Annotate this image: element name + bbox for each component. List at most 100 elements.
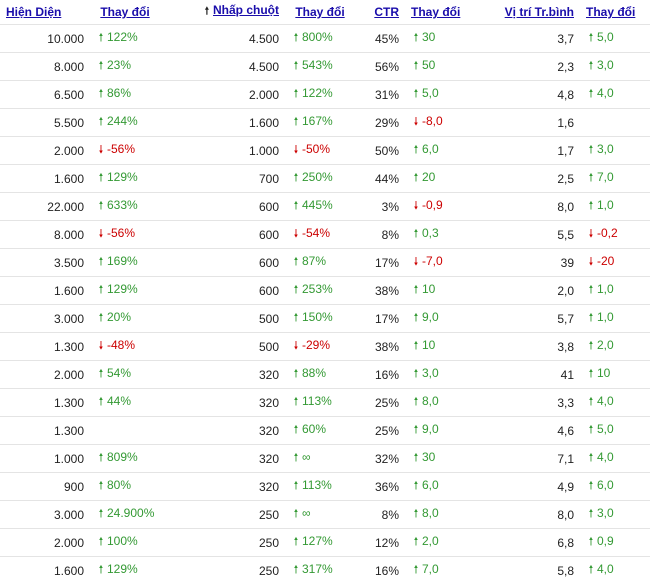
cell-impressions-change: 🠗 -48% xyxy=(90,332,160,361)
header-ctr-link[interactable]: CTR xyxy=(374,5,399,19)
cell-ctr-change: 🠗 -8,0 xyxy=(405,108,495,137)
cell-impressions-change: 🠕 122% xyxy=(90,24,160,53)
cell-impressions: 6.500 xyxy=(0,80,90,109)
cell-ctr: 17% xyxy=(355,304,405,333)
header-ctr-change-link[interactable]: Thay đổi xyxy=(411,5,461,19)
cell-value: 38% xyxy=(374,339,399,354)
arrow-up-icon: 🠕 xyxy=(588,172,594,184)
table-row: 3.000 🠕 20% 500 🠕 150% 17% 🠕 9,0 5,7 🠕 1,0 xyxy=(0,304,650,333)
arrow-up-icon: 🠕 xyxy=(588,284,594,296)
table-row: 2.000 🠕 54% 320 🠕 88% 16% 🠕 3,0 41 🠕 10 xyxy=(0,360,650,389)
table-row: 5.500 🠕 244% 1.600 🠕 167% 29% 🠗 -8,0 1,6 xyxy=(0,108,650,137)
change-value: 10 xyxy=(422,338,436,352)
header-ctr[interactable]: CTR xyxy=(355,0,405,25)
cell-value: 700 xyxy=(258,171,279,186)
cell-value: 3,7 xyxy=(557,31,574,46)
cell-value: 45% xyxy=(374,31,399,46)
cell-position-change: 🠕 1,0 xyxy=(580,304,650,333)
arrow-down-icon: 🠗 xyxy=(413,200,419,212)
arrow-down-icon: 🠗 xyxy=(98,144,104,156)
cell-ctr: 29% xyxy=(355,108,405,137)
cell-ctr-change: 🠕 50 xyxy=(405,52,495,81)
cell-value: 320 xyxy=(258,423,279,438)
cell-position: 4,8 xyxy=(495,80,580,109)
cell-ctr-change: 🠕 10 xyxy=(405,276,495,305)
header-clicks[interactable]: 🠕 Nhấp chuột xyxy=(160,0,285,25)
cell-impressions-change: 🠕 20% xyxy=(90,304,160,333)
cell-ctr-change: 🠕 3,0 xyxy=(405,360,495,389)
arrow-up-icon: 🠕 xyxy=(98,480,104,492)
change-value: 0,9 xyxy=(597,534,614,548)
cell-value: 8,0 xyxy=(557,507,574,522)
header-ctr-change[interactable]: Thay đổi xyxy=(405,0,495,25)
header-impressions-change-link[interactable]: Thay đổi xyxy=(100,5,150,19)
arrow-up-icon: 🠕 xyxy=(293,396,299,408)
cell-value: 3,8 xyxy=(557,339,574,354)
arrow-up-icon: 🠕 xyxy=(98,88,104,100)
cell-value: 36% xyxy=(374,479,399,494)
change-value: 317% xyxy=(302,562,333,576)
cell-value: 17% xyxy=(374,255,399,270)
change-value: 30 xyxy=(422,30,436,44)
cell-position-change: 🠕 5,0 xyxy=(580,416,650,445)
arrow-down-icon: 🠗 xyxy=(413,116,419,128)
header-impressions-link[interactable]: Hiện Diện xyxy=(6,5,62,19)
header-position[interactable]: Vị trí Tr.bình xyxy=(495,0,580,25)
cell-value: 8.000 xyxy=(53,59,84,74)
change-value: 1,0 xyxy=(597,310,614,324)
cell-ctr: 32% xyxy=(355,444,405,473)
cell-position: 2,3 xyxy=(495,52,580,81)
table-row: 8.000 🠕 23% 4.500 🠕 543% 56% 🠕 50 2,3 🠕 3,0 xyxy=(0,52,650,81)
change-value: 86% xyxy=(107,86,132,100)
header-impressions-change[interactable]: Thay đổi xyxy=(90,0,160,25)
cell-value: 320 xyxy=(258,395,279,410)
cell-value: 8.000 xyxy=(53,227,84,242)
change-value: 60% xyxy=(302,422,327,436)
arrow-up-icon: 🠕 xyxy=(588,144,594,156)
change-value: 633% xyxy=(107,198,138,212)
cell-value: 1.000 xyxy=(248,143,279,158)
change-value: 129% xyxy=(107,170,138,184)
change-value: 250% xyxy=(302,170,333,184)
cell-impressions: 8.000 xyxy=(0,52,90,81)
arrow-up-icon: 🠕 xyxy=(413,312,419,324)
arrow-up-icon: 🠕 xyxy=(413,480,419,492)
cell-value: 4.500 xyxy=(248,31,279,46)
change-value: 169% xyxy=(107,254,138,268)
cell-value: 38% xyxy=(374,283,399,298)
header-position-change-link[interactable]: Thay đổi xyxy=(586,5,636,19)
header-position-link[interactable]: Vị trí Tr.bình xyxy=(504,5,574,19)
change-value: 5,0 xyxy=(597,422,614,436)
cell-ctr-change: 🠗 -0,9 xyxy=(405,192,495,221)
cell-impressions-change: 🠕 809% xyxy=(90,444,160,473)
cell-impressions: 3.500 xyxy=(0,248,90,277)
arrow-up-icon: 🠕 xyxy=(98,508,104,520)
cell-position: 1,7 xyxy=(495,136,580,165)
cell-value: 320 xyxy=(258,367,279,382)
cell-clicks-change: 🠕 127% xyxy=(285,528,355,557)
cell-impressions-change: 🠕 129% xyxy=(90,164,160,193)
change-value: 6,0 xyxy=(597,478,614,492)
cell-impressions: 2.000 xyxy=(0,360,90,389)
cell-clicks-change: 🠕 150% xyxy=(285,304,355,333)
header-position-change[interactable]: Thay đổi xyxy=(580,0,650,25)
cell-value: 12% xyxy=(374,535,399,550)
header-impressions[interactable]: Hiện Diện xyxy=(0,0,90,25)
arrow-up-icon: 🠕 xyxy=(293,536,299,548)
table-row: 3.500 🠕 169% 600 🠕 87% 17% 🠗 -7,0 39 🠗 -20 xyxy=(0,248,650,277)
cell-value: 2.000 xyxy=(248,87,279,102)
cell-position-change: 🠗 -20 xyxy=(580,248,650,277)
change-value: 543% xyxy=(302,58,333,72)
header-clicks-change-link[interactable]: Thay đổi xyxy=(295,5,345,19)
cell-value: 1.600 xyxy=(53,283,84,298)
cell-clicks: 320 xyxy=(160,444,285,473)
arrow-up-icon: 🠕 xyxy=(293,368,299,380)
cell-ctr-change: 🠕 2,0 xyxy=(405,528,495,557)
arrow-up-icon: 🠕 xyxy=(413,452,419,464)
cell-value: 5,8 xyxy=(557,563,574,578)
change-value: -56% xyxy=(107,226,136,240)
arrow-up-icon: 🠕 xyxy=(413,368,419,380)
header-clicks-link[interactable]: Nhấp chuột xyxy=(213,3,279,17)
table-row: 2.000 🠕 100% 250 🠕 127% 12% 🠕 2,0 6,8 🠕 0,9 xyxy=(0,528,650,557)
header-clicks-change[interactable]: Thay đổi xyxy=(285,0,355,25)
